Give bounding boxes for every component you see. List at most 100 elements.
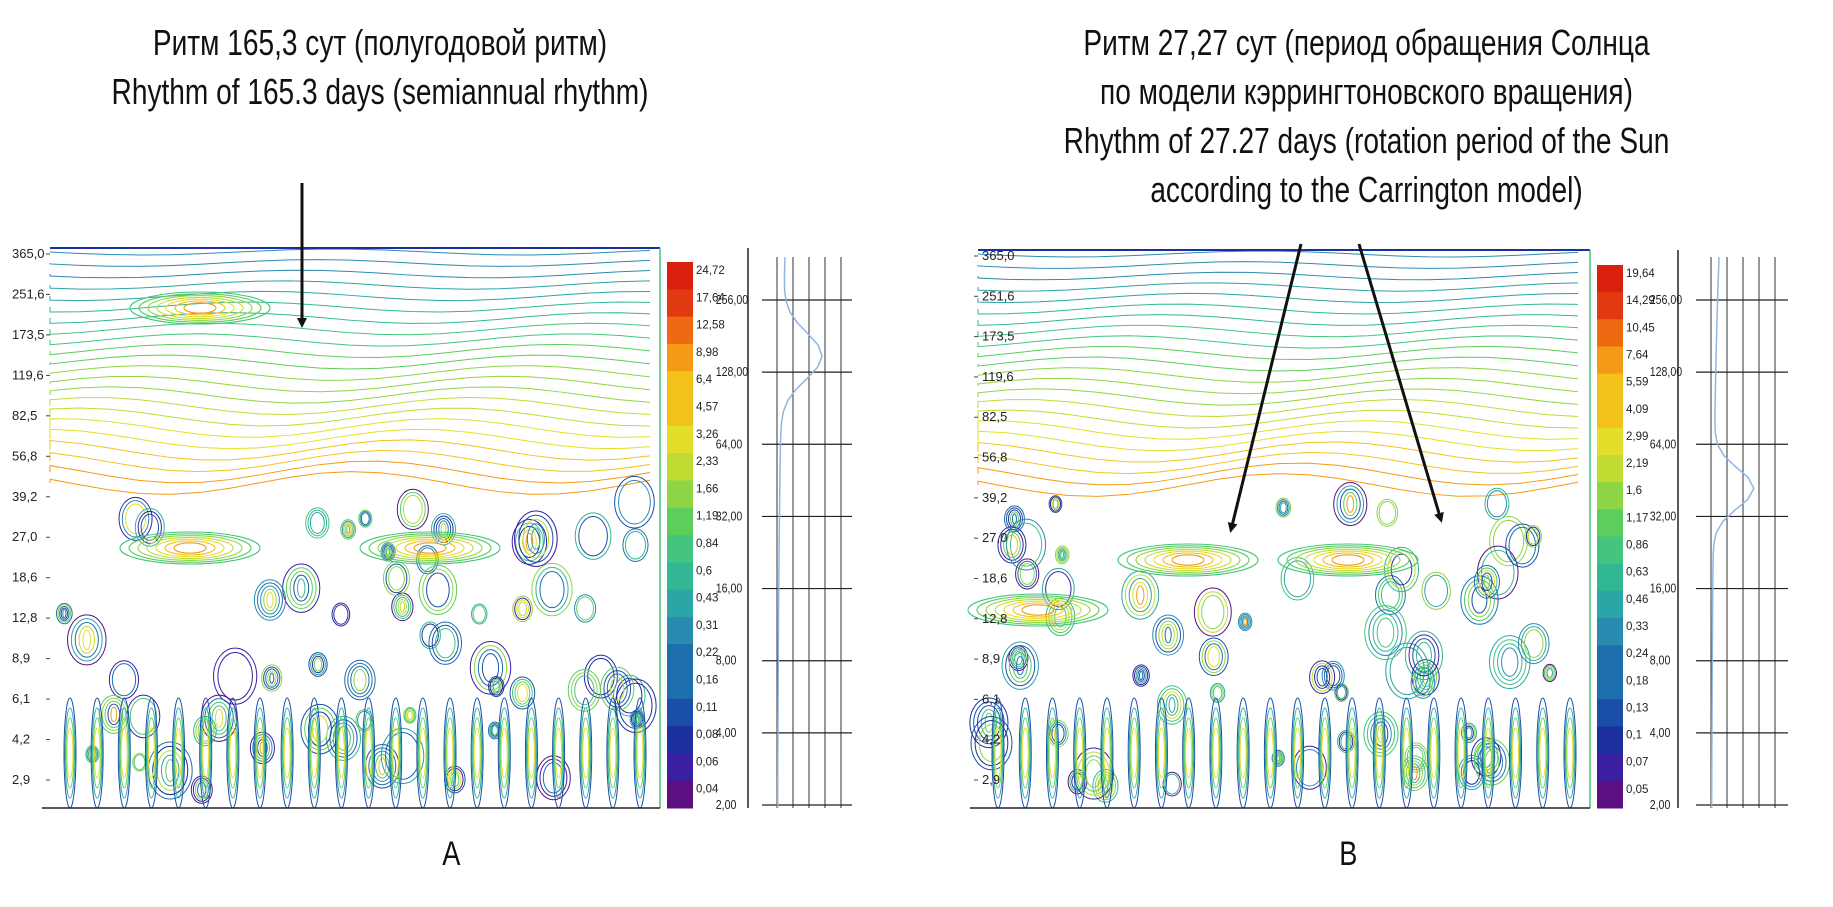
panel-a-label: A xyxy=(442,835,461,873)
contour-plume xyxy=(1046,707,1058,799)
contour-blob xyxy=(1334,683,1349,702)
contour-blob xyxy=(253,579,287,621)
contour-line xyxy=(49,365,651,381)
contour-line xyxy=(977,303,1579,315)
contour-plume xyxy=(1019,707,1031,799)
contour-blob xyxy=(431,624,459,662)
contour-plume xyxy=(1128,707,1140,799)
contour-plume xyxy=(392,727,400,779)
contour-blob xyxy=(308,652,328,677)
contour-blob xyxy=(1389,646,1425,696)
contour-blob xyxy=(622,528,649,562)
colorbar-tick-label: 12,58 xyxy=(696,320,725,332)
contour-plume xyxy=(119,717,129,789)
colorbar-cell xyxy=(1597,645,1623,673)
contour-blob xyxy=(1412,669,1433,697)
contour-plume xyxy=(526,717,536,789)
contour-blob xyxy=(62,609,67,618)
contour-blob xyxy=(1276,754,1280,762)
contour-hotspot xyxy=(155,538,225,558)
contour-blob xyxy=(382,560,411,596)
colorbar-cell xyxy=(1597,346,1623,375)
panel-b-label: B xyxy=(1339,835,1358,873)
colorbar-tick-label: 0,6 xyxy=(696,565,712,577)
contour-blob xyxy=(375,754,390,779)
contour-blob xyxy=(344,659,376,701)
colorbar-cell xyxy=(1597,536,1623,565)
panel-a-title-ru: Ритм 165,3 сут (полугодовой ритм) xyxy=(152,22,608,63)
contour-plume xyxy=(553,707,565,799)
contour-plume xyxy=(1184,717,1194,789)
colorbar-cell xyxy=(667,589,693,618)
colorbar-tick-label: 0,33 xyxy=(1626,621,1648,633)
colorbar-tick-label: 0,08 xyxy=(696,729,718,741)
y-tick-label: 173,5 xyxy=(12,327,45,342)
contour-blob xyxy=(1241,616,1249,628)
contour-plume xyxy=(499,717,509,789)
contour-blob xyxy=(516,599,529,619)
contour-plume xyxy=(1020,717,1030,789)
contour-blob xyxy=(1135,667,1147,684)
contour-blob xyxy=(403,706,417,724)
contour-blob xyxy=(358,509,373,528)
contour-hotspot xyxy=(1313,550,1383,570)
contour-blob xyxy=(428,621,463,665)
contour-plume xyxy=(93,727,101,779)
contour-blob xyxy=(350,665,370,695)
contour-blob xyxy=(388,566,405,591)
y-tick-label: 27,0 xyxy=(982,530,1007,545)
contour-blob xyxy=(1204,643,1223,671)
contour-blob xyxy=(310,653,326,675)
contour-blob xyxy=(266,591,274,609)
contour-blob xyxy=(1056,546,1069,563)
panel-a: Ритм 165,3 сут (полугодовой ритм) Rhythm… xyxy=(0,0,900,907)
contour-blob xyxy=(1152,614,1185,656)
contour-blob xyxy=(514,597,531,621)
contour-hotspot xyxy=(1162,552,1214,568)
contour-plume xyxy=(1074,707,1086,799)
contour-blob xyxy=(516,683,528,703)
contour-blob xyxy=(525,532,534,552)
contour-blob xyxy=(1197,591,1229,633)
contour-blob xyxy=(1323,663,1343,689)
colorbar-cell xyxy=(1597,753,1623,782)
contour-blob xyxy=(1421,571,1451,610)
contour-blob xyxy=(1336,485,1365,523)
contour-blob xyxy=(1410,667,1436,699)
panel-b-title-ru-2: по модели кэррингтоновского вращения) xyxy=(1100,71,1633,112)
contour-plume xyxy=(228,717,238,789)
contour-blob xyxy=(313,657,323,672)
contour-blob xyxy=(970,715,1013,771)
contour-blob xyxy=(1243,618,1247,626)
contour-blob xyxy=(1497,643,1523,681)
contour-blob xyxy=(160,754,180,787)
contour-plume xyxy=(227,707,239,799)
contour-plume xyxy=(1265,717,1275,789)
contour-blob xyxy=(1460,575,1499,625)
contour-hotspot xyxy=(1304,548,1392,572)
contour-plume xyxy=(1101,707,1113,799)
contour-line xyxy=(977,345,1579,360)
colorbar-tick-label: 4,57 xyxy=(696,402,718,414)
contour-blob xyxy=(481,653,500,683)
contour-hotspot xyxy=(1144,548,1232,572)
contour-blob xyxy=(1471,586,1488,614)
contour-blob xyxy=(285,567,317,610)
contour-line xyxy=(977,292,1579,304)
contour-blob xyxy=(326,715,362,761)
contour-plume xyxy=(580,707,592,799)
contour-blob xyxy=(1164,626,1172,644)
contour-blob xyxy=(531,527,541,550)
contour-blob xyxy=(511,519,548,565)
contour-plume xyxy=(1403,727,1411,779)
colorbar-tick-label: 0,86 xyxy=(1626,540,1648,552)
gs-tick-label: 8,00 xyxy=(716,654,737,668)
y-tick-label: 56,8 xyxy=(982,450,1007,465)
contour-line xyxy=(49,407,651,427)
contour-blob xyxy=(312,655,324,674)
colorbar-cell xyxy=(667,698,693,727)
colorbar-cell xyxy=(1597,780,1623,809)
contour-plume xyxy=(92,717,102,789)
contour-line xyxy=(49,471,651,495)
contour-plume xyxy=(145,707,157,799)
